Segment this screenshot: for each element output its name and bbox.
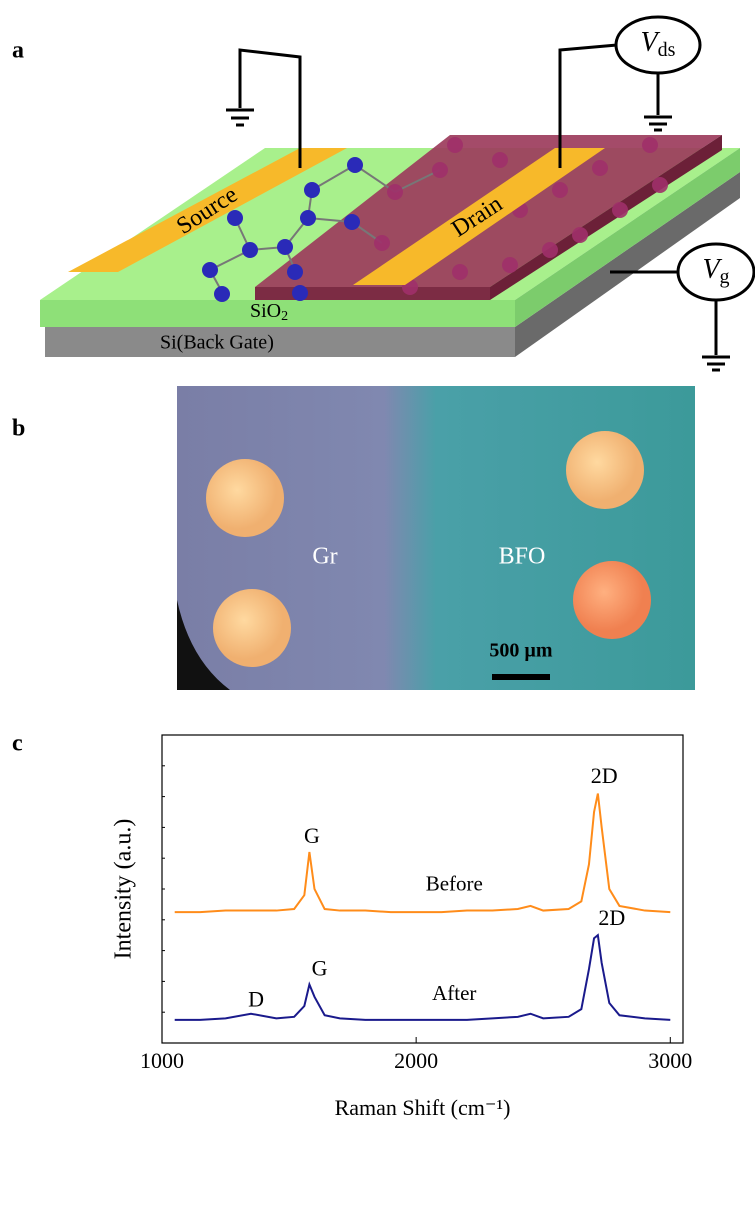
peak-label: 2D [598, 905, 625, 930]
panel-label: c [12, 731, 23, 757]
series-label: Before [426, 872, 483, 896]
scale-bar-label: 500 µm [489, 640, 553, 662]
x-tick-label: 1000 [140, 1048, 184, 1073]
figure: a b c Source Drain SiO2 Si(Back Gate) Vd… [0, 0, 755, 1214]
micrograph: Gr BFO 500 µm [177, 386, 695, 690]
peak-label: G [304, 823, 320, 848]
x-tick-label: 2000 [394, 1048, 438, 1073]
device-diagram: Source Drain SiO2 Si(Back Gate) Vds Vg [40, 17, 754, 370]
region-label: Gr [312, 544, 337, 570]
panel-label: a [12, 38, 24, 64]
panel-label: b [12, 416, 25, 442]
raman-chart: 1000 2000 3000 Raman Shift (cm⁻¹) Intensity … [111, 735, 693, 1120]
x-tick-label: 3000 [648, 1048, 692, 1073]
x-axis-label: Raman Shift (cm⁻¹) [335, 1095, 511, 1120]
series-label: After [432, 981, 476, 1005]
y-axis-label: Intensity (a.u.) [111, 819, 137, 960]
substrate-label: Si(Back Gate) [160, 332, 274, 354]
peak-label: G [312, 956, 328, 981]
peak-label: D [248, 986, 264, 1011]
region-label: BFO [499, 544, 546, 570]
peak-label: 2D [591, 763, 618, 788]
spectrum-line [175, 794, 671, 913]
